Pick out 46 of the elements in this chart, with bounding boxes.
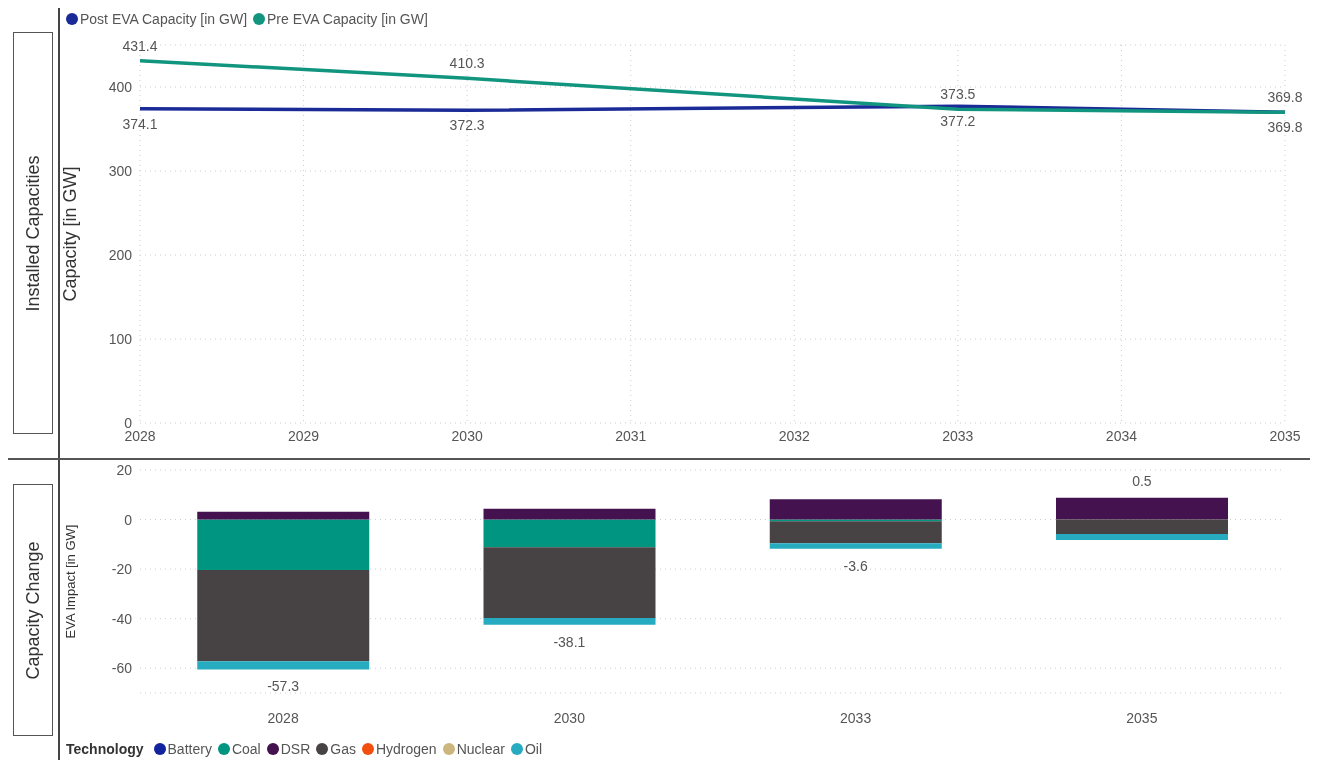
total-label: 0.5: [1132, 472, 1152, 489]
y-tick-label: -60: [111, 660, 133, 677]
data-label: 374.1: [122, 115, 158, 132]
data-label: 431.4: [122, 37, 158, 54]
x-tick-label: 2033: [942, 427, 974, 444]
text: Capacity Change: [22, 540, 44, 680]
y-axis-title: EVA Impact [in GW]: [62, 524, 78, 639]
x-tick-label: 2030: [451, 427, 483, 444]
legend-label: Gas: [329, 741, 356, 757]
legend-label: Oil: [523, 741, 543, 757]
legend-label: Nuclear: [455, 741, 505, 757]
y-tick-label: 20: [116, 461, 133, 478]
y-tick-label: -20: [111, 561, 133, 578]
legend-label: DSR: [279, 741, 311, 757]
x-tick-label: 2028: [267, 709, 299, 726]
data-label: 373.5: [940, 86, 976, 103]
y-tick-label: 200: [108, 246, 133, 263]
data-label: 410.3: [449, 55, 485, 72]
legend-label: Coal: [230, 741, 261, 757]
data-label: 372.3: [449, 117, 485, 134]
legend-label: Battery: [166, 741, 212, 757]
total-label: -3.6: [843, 557, 868, 574]
y-tick-label: 0: [124, 511, 133, 528]
data-label: 369.8: [1267, 119, 1303, 136]
x-tick-label: 2029: [287, 427, 320, 444]
x-tick-label: 2032: [778, 427, 811, 444]
y-axis-title: Capacity [in GW]: [60, 166, 81, 302]
legend-title: Technology: [66, 741, 144, 757]
legend-label: Post EVA Capacity [in GW]: [79, 11, 248, 27]
x-tick-label: 2033: [840, 709, 872, 726]
legend-label: Pre EVA Capacity [in GW]: [266, 11, 428, 27]
x-tick-label: 2035: [1269, 427, 1301, 444]
total-label: -38.1: [553, 633, 586, 650]
x-tick-label: 2034: [1105, 427, 1138, 444]
x-tick-label: 2030: [553, 709, 586, 726]
y-tick-label: 100: [108, 330, 133, 347]
total-label: -57.3: [267, 678, 300, 695]
legend-label: Hydrogen: [374, 741, 437, 757]
y-tick-label: 300: [108, 162, 133, 179]
y-tick-label: -40: [111, 610, 133, 627]
y-tick-label: 400: [108, 78, 133, 95]
data-label: 369.8: [1267, 89, 1303, 106]
x-tick-label: 2035: [1126, 709, 1158, 726]
x-tick-label: 2031: [615, 427, 647, 444]
data-label: 377.2: [940, 113, 976, 130]
text: Installed Capacities: [22, 154, 44, 312]
